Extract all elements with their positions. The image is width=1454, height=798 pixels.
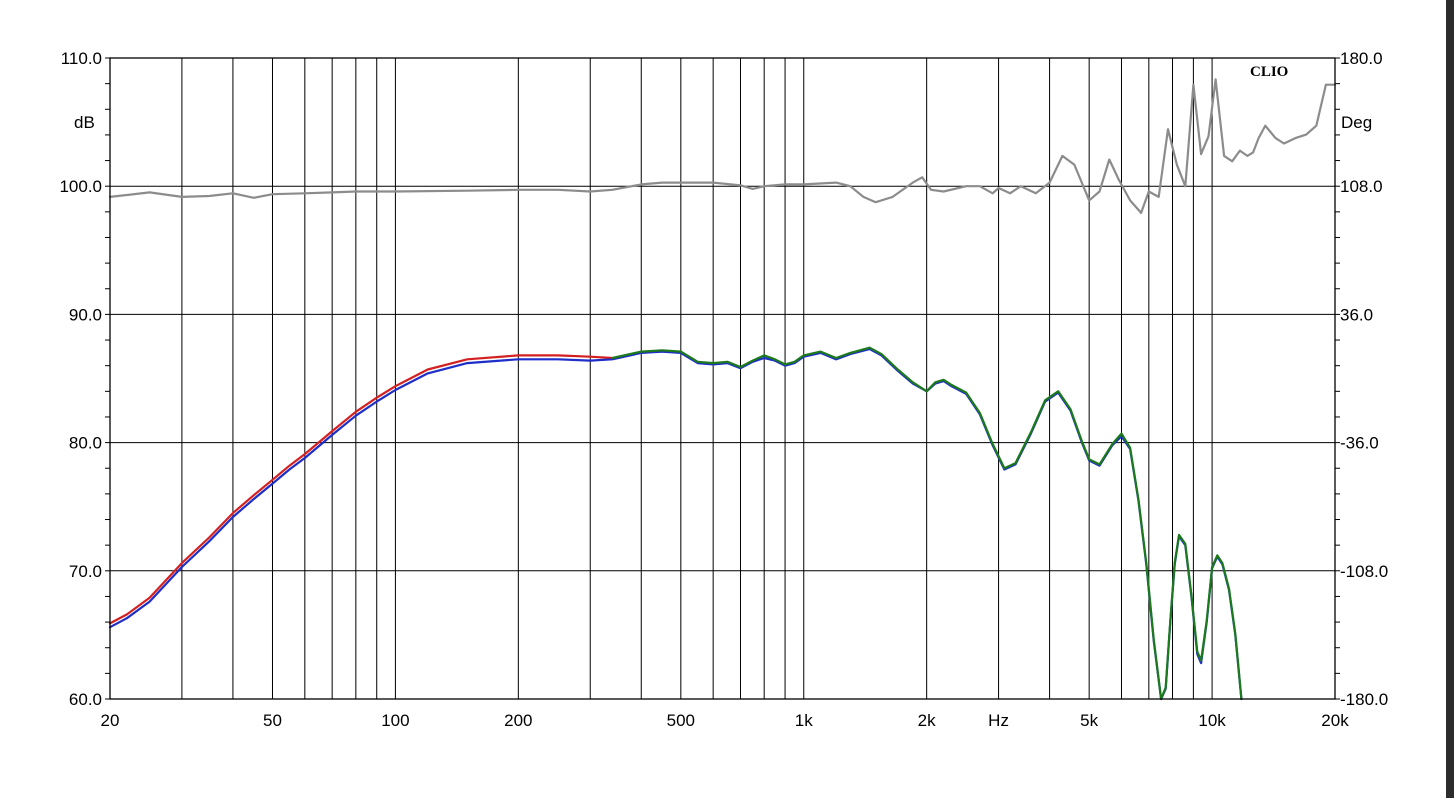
x-tick-label: 5k bbox=[1080, 711, 1098, 730]
x-tick-label: 50 bbox=[263, 711, 282, 730]
y-right-tick-label: -180.0 bbox=[1340, 690, 1388, 709]
y-left-tick-label: 80.0 bbox=[69, 434, 102, 453]
series-line-1 bbox=[108, 354, 614, 625]
y-right-tick-label: 36.0 bbox=[1340, 305, 1373, 324]
x-tick-label: 2k bbox=[918, 711, 936, 730]
series-line-4 bbox=[108, 78, 1337, 214]
y-left-tick-label: 90.0 bbox=[69, 305, 102, 324]
y-left-tick-label: 70.0 bbox=[69, 562, 102, 581]
y-left-tick-label: 110.0 bbox=[61, 49, 102, 68]
window-edge bbox=[1446, 0, 1454, 798]
brand-label: CLIO bbox=[1250, 64, 1288, 80]
series-line-3 bbox=[611, 346, 1243, 701]
plot-frame bbox=[109, 57, 1336, 700]
x-tick-label: 1k bbox=[795, 711, 813, 730]
y-right-tick-label: -36.0 bbox=[1340, 434, 1379, 453]
x-tick-label: Hz bbox=[988, 711, 1009, 730]
x-tick-label: 200 bbox=[504, 711, 532, 730]
y-right-tick-label: -108.0 bbox=[1340, 562, 1388, 581]
y-right-tick-label: 108.0 bbox=[1340, 177, 1383, 196]
x-tick-label: 20 bbox=[101, 711, 120, 730]
y-left-tick-label: 100.0 bbox=[59, 177, 102, 196]
y-right-unit-label: Deg bbox=[1341, 113, 1372, 132]
y-left-tick-label: 60.0 bbox=[69, 690, 102, 709]
y-left-unit-label: dB bbox=[74, 113, 95, 132]
x-tick-label: 100 bbox=[381, 711, 409, 730]
series-group bbox=[108, 78, 1337, 701]
x-tick-label: 10k bbox=[1198, 711, 1226, 730]
tick-labels: 20 50 100 200 500 1k 2k Hz 5k 10k 20k 110.0 100.0 90.… bbox=[59, 49, 1388, 730]
x-tick-label: 500 bbox=[667, 711, 695, 730]
x-tick-label: 20k bbox=[1321, 711, 1349, 730]
y-right-tick-label: 180.0 bbox=[1340, 49, 1383, 68]
